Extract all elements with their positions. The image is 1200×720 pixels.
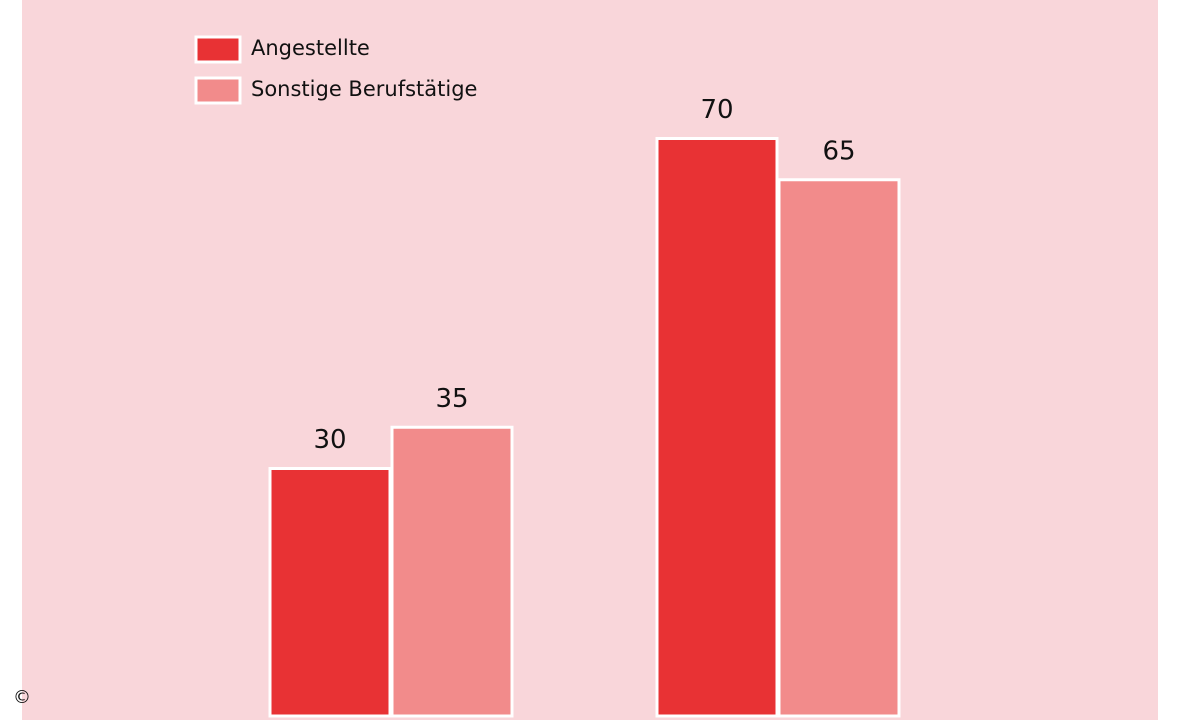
legend-label: Angestellte — [251, 36, 370, 60]
value-label: 35 — [435, 384, 468, 414]
plot-background — [22, 0, 1158, 720]
bar — [390, 425, 514, 718]
bar — [268, 467, 392, 718]
value-label: 70 — [700, 95, 733, 125]
bar — [777, 178, 901, 718]
legend-label: Sonstige Berufstätige — [251, 77, 477, 101]
value-label: 30 — [313, 425, 346, 455]
legend-swatch — [194, 76, 242, 105]
bar — [655, 137, 779, 718]
copyright: © — [13, 687, 31, 708]
legend-swatch — [194, 35, 242, 64]
value-label: 65 — [822, 136, 855, 166]
